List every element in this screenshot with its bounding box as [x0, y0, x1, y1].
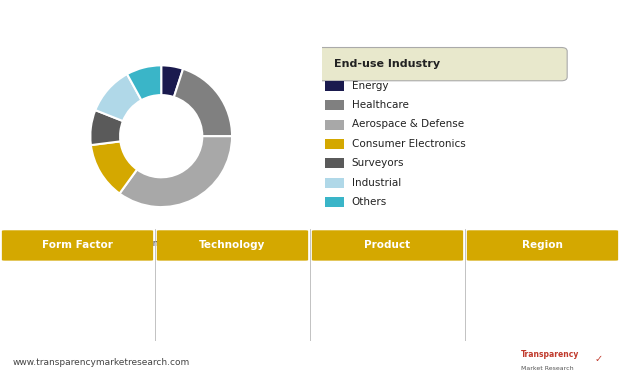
- Bar: [326, 197, 344, 207]
- Text: www.transparencymarketresearch.com: www.transparencymarketresearch.com: [12, 359, 190, 368]
- Text: Industrial: Industrial: [352, 178, 401, 187]
- Bar: [326, 120, 344, 130]
- Wedge shape: [91, 110, 123, 145]
- Text: Market Share by End-use Industry, 2019: Market Share by End-use Industry, 2019: [70, 239, 252, 248]
- Bar: [326, 100, 344, 110]
- Text: Consumer Electronics: Consumer Electronics: [352, 139, 465, 149]
- Wedge shape: [95, 74, 141, 121]
- Wedge shape: [127, 66, 161, 100]
- Text: - Vector Magnetometers: - Vector Magnetometers: [166, 285, 284, 295]
- Text: ✓: ✓: [594, 354, 603, 364]
- FancyBboxPatch shape: [467, 230, 618, 261]
- Text: Form Factor: Form Factor: [42, 240, 113, 250]
- Text: Market Research: Market Research: [521, 366, 574, 371]
- Text: - North America: - North America: [476, 269, 554, 279]
- Text: - Single Axis: - Single Axis: [321, 269, 381, 279]
- Text: Region: Region: [522, 240, 563, 250]
- Text: Technology: Technology: [199, 240, 266, 250]
- Text: Magnetometer Market: Segmentation: Magnetometer Market: Segmentation: [139, 14, 481, 29]
- Text: - South America: - South America: [476, 334, 554, 344]
- FancyBboxPatch shape: [317, 48, 567, 81]
- FancyBboxPatch shape: [157, 230, 308, 261]
- Text: - Scalar Magnetometers: - Scalar Magnetometers: [166, 269, 283, 279]
- FancyBboxPatch shape: [312, 230, 463, 261]
- Text: Aerospace & Defense: Aerospace & Defense: [352, 119, 464, 129]
- Wedge shape: [161, 66, 183, 97]
- Wedge shape: [91, 141, 137, 194]
- Text: Healthcare: Healthcare: [352, 100, 409, 110]
- Wedge shape: [120, 136, 232, 207]
- Text: Others: Others: [352, 197, 387, 207]
- Wedge shape: [174, 69, 232, 136]
- Text: Energy: Energy: [352, 80, 388, 91]
- Bar: [326, 139, 344, 149]
- Text: - Portable: - Portable: [11, 269, 58, 279]
- Text: - Three Axis: - Three Axis: [321, 285, 379, 295]
- Text: End-use Industry: End-use Industry: [334, 59, 440, 69]
- Text: Product: Product: [365, 240, 410, 250]
- Text: - Europe: - Europe: [476, 285, 517, 295]
- Text: Surveyors: Surveyors: [352, 158, 404, 168]
- Text: - Middle East & Africa: - Middle East & Africa: [476, 317, 581, 327]
- Text: Transparency: Transparency: [521, 351, 579, 360]
- Bar: [326, 81, 344, 91]
- Bar: [326, 158, 344, 168]
- Bar: [326, 178, 344, 188]
- Text: - Asia Pacific: - Asia Pacific: [476, 301, 538, 311]
- FancyBboxPatch shape: [2, 230, 153, 261]
- Text: - Fixed: - Fixed: [11, 285, 43, 295]
